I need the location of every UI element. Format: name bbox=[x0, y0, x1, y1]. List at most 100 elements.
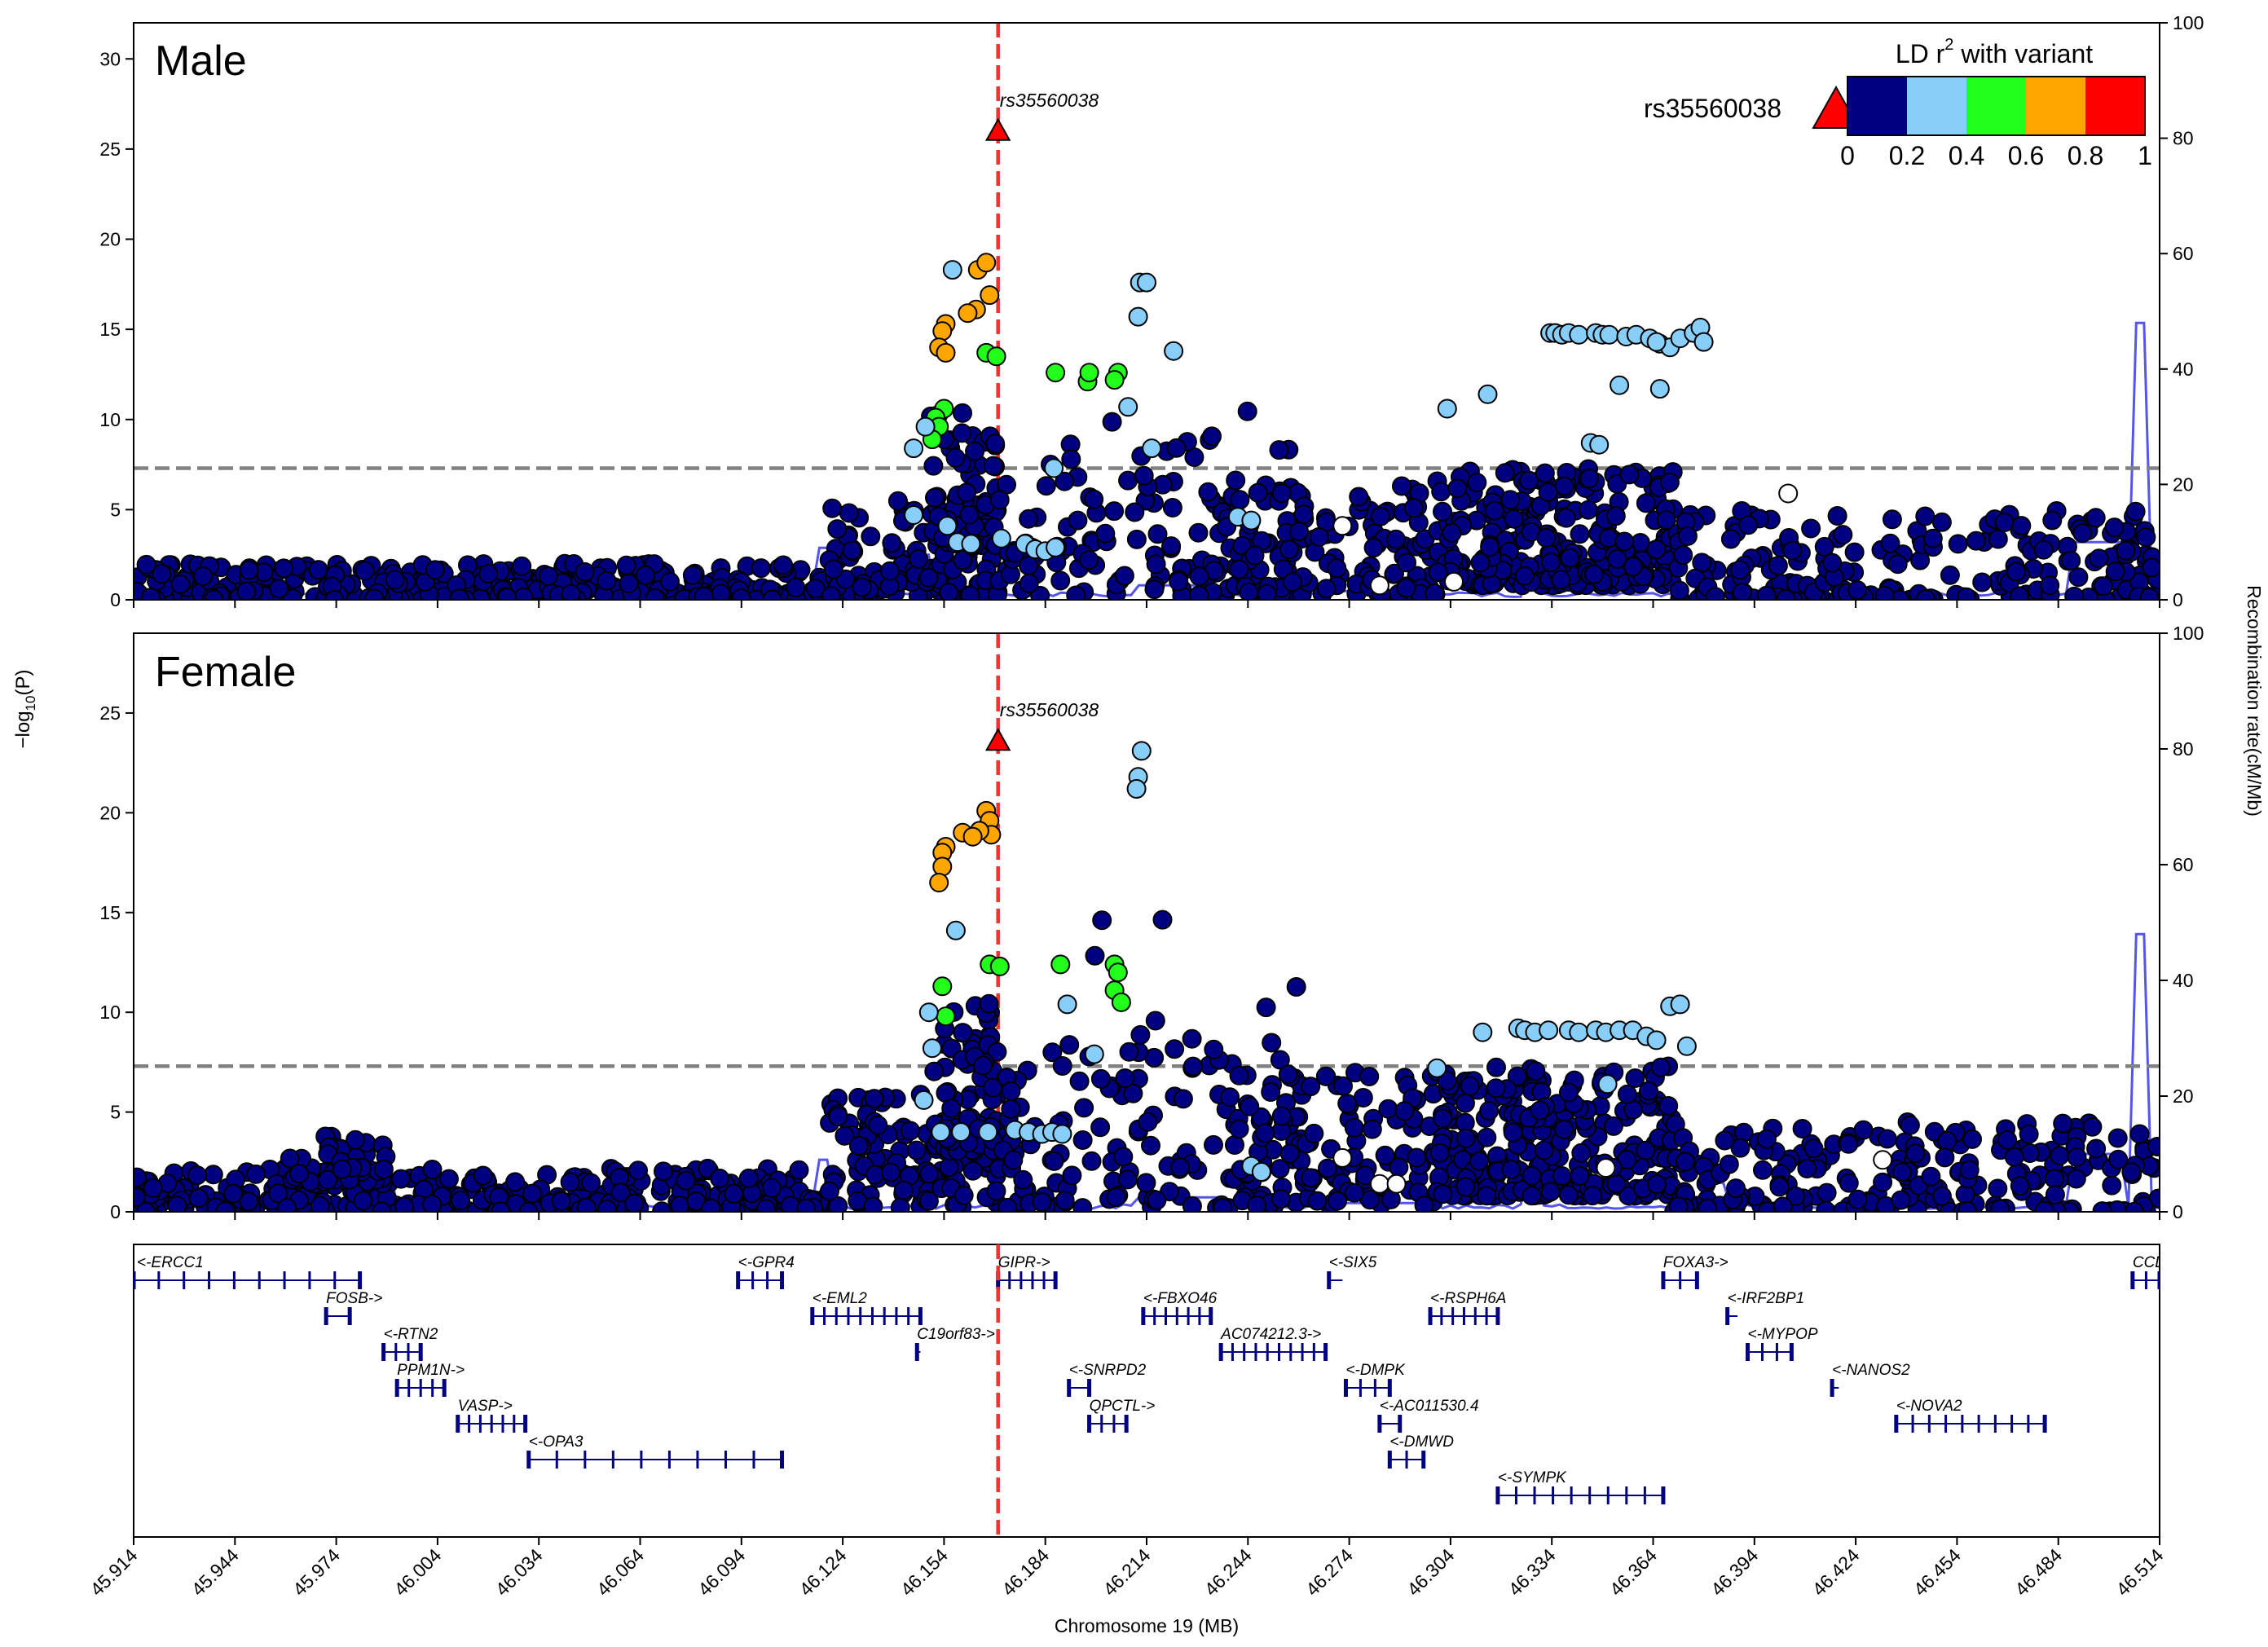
snp-point bbox=[1756, 585, 1777, 600]
snp-point bbox=[1068, 510, 1088, 531]
gene-exon bbox=[1100, 1415, 1103, 1433]
snp-point bbox=[1332, 1147, 1353, 1168]
snp-point bbox=[1915, 506, 1936, 526]
y-tick-label: 5 bbox=[110, 499, 121, 520]
gene-exon bbox=[1053, 1271, 1058, 1289]
snp-point bbox=[619, 573, 639, 593]
snp-point bbox=[724, 1183, 744, 1204]
snp-point bbox=[1455, 1128, 1476, 1148]
gene-exon bbox=[468, 1415, 471, 1433]
snp-point bbox=[449, 588, 469, 600]
snp-point bbox=[682, 565, 702, 585]
snp-point bbox=[624, 1193, 645, 1212]
snp-point bbox=[136, 554, 156, 575]
y-axis-label-right: Recombination rate(cM/Mb) bbox=[2244, 585, 2265, 817]
snp-point bbox=[1495, 463, 1515, 483]
gene-label: <-ERCC1 bbox=[137, 1254, 204, 1271]
gene-exon bbox=[1289, 1343, 1293, 1361]
snp-point bbox=[942, 260, 962, 280]
gene-label: <-GPR4 bbox=[738, 1254, 795, 1271]
gene-exon bbox=[381, 1343, 386, 1361]
gene-label: <-RTN2 bbox=[384, 1326, 438, 1343]
snp-point bbox=[1244, 545, 1265, 566]
snp-point bbox=[906, 1140, 927, 1160]
x-tick-label: 46.244 bbox=[1200, 1544, 1256, 1600]
snp-point bbox=[1050, 954, 1071, 975]
snp-point bbox=[1541, 553, 1561, 572]
gene-exon bbox=[1218, 1343, 1223, 1361]
snp-point bbox=[1003, 1150, 1024, 1170]
snp-point bbox=[1138, 1112, 1158, 1132]
rec-tick-label: 60 bbox=[2173, 854, 2194, 875]
snp-point bbox=[1283, 572, 1302, 592]
snp-point bbox=[1055, 471, 1075, 491]
snp-point bbox=[1166, 438, 1187, 458]
gene: <-OPA3 bbox=[526, 1433, 785, 1469]
snp-point bbox=[1431, 482, 1451, 502]
snp-point bbox=[1251, 1162, 1271, 1182]
snp-point bbox=[2085, 508, 2106, 528]
x-tick-label: 46.424 bbox=[1808, 1544, 1863, 1600]
gene-exon bbox=[1175, 1307, 1178, 1325]
snp-point bbox=[1554, 1119, 1574, 1139]
gene-exon bbox=[208, 1271, 211, 1289]
snp-point bbox=[1230, 490, 1250, 510]
gene-exon bbox=[736, 1271, 741, 1289]
gene-exon bbox=[2144, 1271, 2147, 1289]
snp-point bbox=[2006, 561, 2026, 582]
snp-point bbox=[710, 1169, 730, 1188]
gene-exon bbox=[1993, 1415, 1997, 1433]
gene: QPCTL-> bbox=[1087, 1398, 1155, 1433]
gene: <-AC011530.4 bbox=[1377, 1398, 1479, 1433]
snp-point bbox=[373, 1159, 394, 1179]
snp-point bbox=[1359, 1067, 1380, 1086]
gene-exon bbox=[696, 1451, 699, 1469]
snp-point bbox=[2105, 561, 2125, 582]
snp-point bbox=[1470, 553, 1491, 573]
snp-point bbox=[904, 438, 924, 459]
snp-point bbox=[1046, 537, 1066, 557]
snp-point bbox=[308, 560, 328, 580]
snp-point bbox=[2061, 550, 2081, 570]
snp-point bbox=[983, 1077, 1003, 1098]
snp-point bbox=[1349, 487, 1369, 507]
y-tick-label: 10 bbox=[99, 1002, 121, 1023]
snp-point bbox=[2142, 557, 2160, 578]
snp-point bbox=[986, 346, 1006, 367]
snp-point bbox=[2125, 501, 2146, 522]
snp-point bbox=[1636, 1140, 1656, 1160]
snp-point bbox=[1165, 1039, 1185, 1059]
snp-point bbox=[2082, 1116, 2103, 1137]
gene-exon bbox=[1927, 1415, 1931, 1433]
snp-point bbox=[1019, 556, 1038, 576]
snp-point bbox=[1220, 1087, 1240, 1108]
gene-exon bbox=[1421, 1451, 1426, 1469]
snp-point bbox=[1874, 585, 1895, 600]
panel-title-female: Female bbox=[155, 649, 296, 696]
gene-exon bbox=[752, 1451, 755, 1469]
snp-point bbox=[1137, 272, 1156, 293]
y-tick-label: 30 bbox=[99, 48, 121, 69]
snp-point bbox=[1467, 473, 1487, 493]
snp-point bbox=[922, 1038, 942, 1059]
snp-point bbox=[1782, 540, 1803, 561]
snp-point bbox=[203, 1165, 223, 1185]
snp-point bbox=[1649, 379, 1670, 399]
gene-exon bbox=[1387, 1451, 1392, 1469]
snp-point bbox=[1597, 1074, 1618, 1094]
gene-exon bbox=[1533, 1486, 1536, 1504]
snp-point bbox=[953, 1023, 973, 1043]
rec-tick-label: 20 bbox=[2173, 473, 2194, 495]
snp-point bbox=[2040, 575, 2060, 596]
gene-exon bbox=[1398, 1415, 1403, 1433]
snp-point bbox=[1619, 465, 1640, 485]
snp-point bbox=[1579, 469, 1600, 488]
gene-exon bbox=[1323, 1343, 1328, 1361]
snp-point bbox=[1610, 375, 1630, 395]
snp-point bbox=[1052, 1056, 1072, 1076]
snp-point bbox=[1560, 548, 1580, 568]
snp-point bbox=[170, 574, 191, 594]
snp-point bbox=[246, 1164, 266, 1184]
snp-point bbox=[1123, 1083, 1143, 1103]
gene-exon bbox=[2010, 1415, 2014, 1433]
